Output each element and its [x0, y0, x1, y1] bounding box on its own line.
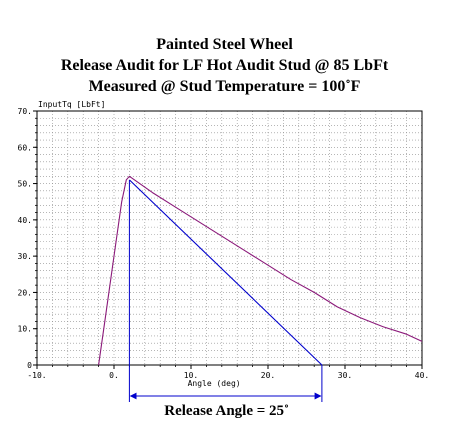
- release-angle-label: Release Angle = 25˚: [164, 403, 289, 419]
- x-tick-label: 10.: [184, 371, 198, 380]
- x-tick-label: 0.: [109, 371, 119, 380]
- y-tick-label: 30.: [18, 252, 32, 261]
- series-measured-torque: [98, 175, 423, 366]
- y-tick-label: 20.: [18, 288, 32, 297]
- y-tick-label: 40.: [18, 216, 32, 225]
- y-tick-label: 10.: [18, 325, 32, 334]
- chart-title: Painted Steel Wheel Release Audit for LF…: [0, 34, 449, 97]
- x-tick-label: -10.: [27, 371, 46, 380]
- grid-lines: [36, 110, 423, 366]
- chart-title-line-1: Painted Steel Wheel: [156, 36, 293, 53]
- y-tick-label: 50.: [18, 180, 32, 189]
- x-tick-label: 30.: [338, 371, 352, 380]
- x-tick-label: 40.: [415, 371, 429, 380]
- chart-title-line-3: Measured @ Stud Temperature = 100˚F: [88, 78, 361, 95]
- x-axis-title: Angle (deg): [188, 379, 241, 388]
- release-angle-annotation: Release Angle = 25˚: [128, 179, 323, 419]
- y-axis-title: InputTq [LbFt]: [38, 100, 105, 109]
- chart-title-line-2: Release Audit for LF Hot Audit Stud @ 85…: [60, 57, 389, 74]
- plot-area: [36, 110, 423, 366]
- y-tick-label: 60.: [18, 143, 32, 152]
- x-tick-label: 20.: [261, 371, 275, 380]
- axis-ticks: -10. 0. 10. 20. 30. 40. 0 10. 20. 30. 40. 50. 60. 70.: [18, 107, 430, 380]
- y-tick-label: 0: [27, 361, 32, 370]
- y-tick-label: 70.: [18, 107, 32, 116]
- series-release-line: [129, 179, 323, 366]
- series-layer: [98, 175, 423, 366]
